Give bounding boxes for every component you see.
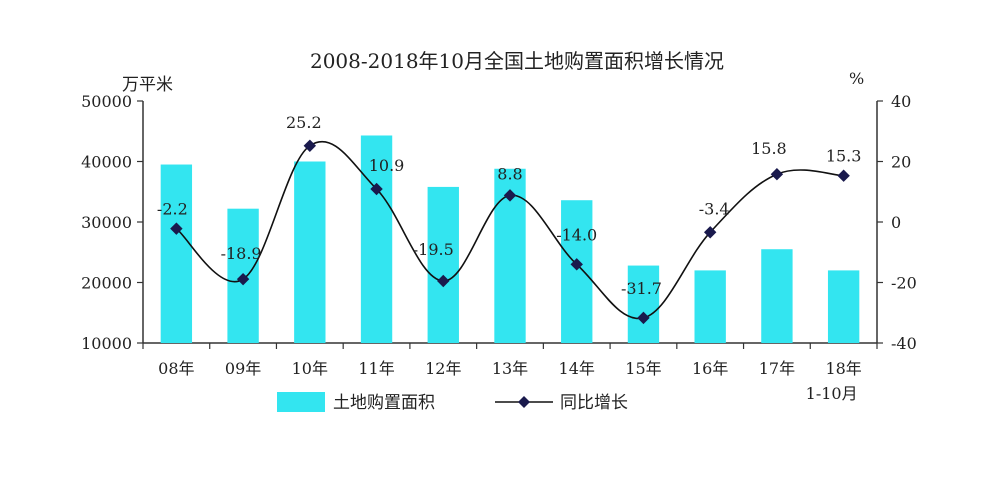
legend-bar-swatch [277,392,325,412]
x-tick-label: 14年 [559,359,595,378]
x-tick-label: 16年 [692,359,728,378]
left-tick-label: 50000 [81,92,132,111]
growth-data-label: 10.9 [369,156,405,175]
growth-data-label: 15.8 [751,139,787,158]
bar-land-area [427,186,459,343]
growth-data-label: -18.9 [221,244,262,263]
growth-point-marker [437,274,450,288]
bar-land-area [761,249,793,343]
legend-line-label: 同比增长 [560,393,628,413]
growth-point-marker [303,139,317,152]
growth-data-label: 25.2 [286,113,322,132]
growth-data-label: -3.4 [699,199,730,218]
growth-data-label: -2.2 [157,200,188,219]
growth-point-marker [236,272,250,286]
legend: 土地购置面积 同比增长 [277,392,628,413]
growth-data-label: 15.3 [826,147,862,166]
x-tick-label: 17年 [759,359,795,378]
bar-land-area [694,270,726,343]
bar-land-area [294,161,326,343]
x-tick-label: 08年 [158,359,194,378]
left-tick-label: 30000 [81,213,132,232]
x-tick-label: 12年 [425,359,461,378]
legend-line-marker [518,396,530,408]
growth-point-marker [170,222,183,235]
bar-land-area [561,200,593,343]
right-tick-label: 20 [891,153,911,172]
right-axis-unit: % [849,69,864,88]
left-tick-label: 20000 [81,274,132,293]
x-tick-label: 13年 [492,359,528,378]
bar-land-area [627,265,660,343]
growth-point-marker [503,189,517,202]
growth-point-marker [570,258,583,271]
growth-point-marker [370,182,383,196]
legend-bar-label: 土地购置面积 [333,393,435,413]
left-tick-label: 40000 [81,153,132,172]
left-tick-label: 10000 [81,334,132,353]
x-tick-label-sub: 1-10月 [806,384,858,403]
growth-data-label: -14.0 [556,225,597,244]
growth-data-label: 8.8 [497,164,522,183]
chart-title: 2008-2018年10月全国土地购置面积增长情况 [310,49,724,73]
x-tick-label: 11年 [358,359,394,378]
growth-point-marker [837,169,850,182]
right-tick-label: -20 [891,274,917,293]
growth-point-marker [637,311,650,325]
left-axis-unit: 万平米 [122,75,173,95]
x-tick-label: 10年 [292,359,328,378]
right-tick-label: -40 [891,334,917,353]
x-tick-label: 09年 [225,359,261,378]
growth-point-marker [770,167,784,181]
growth-point-marker [703,226,717,239]
x-tick-label: 18年 [825,359,861,378]
bar-land-area [160,164,193,343]
growth-data-label: -19.5 [413,240,454,259]
bar-land-area [360,135,393,343]
right-tick-label: 40 [891,92,911,111]
bar-land-area [827,270,860,343]
x-tick-label: 15年 [625,359,661,378]
growth-data-label: -31.7 [621,279,662,298]
right-tick-label: 0 [891,213,901,232]
